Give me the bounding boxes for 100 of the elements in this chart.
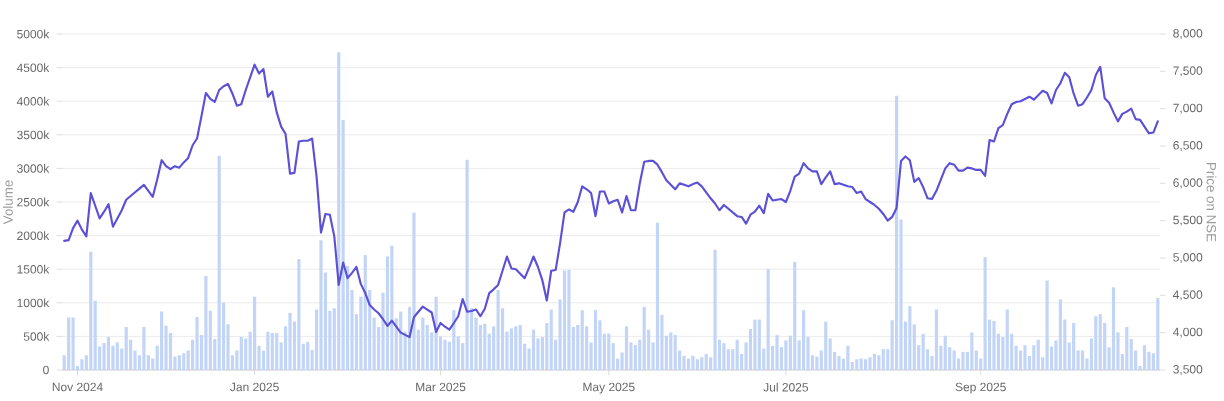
bar: [828, 338, 832, 370]
bar: [270, 333, 274, 370]
bar: [1129, 339, 1133, 370]
bar: [217, 155, 221, 370]
bar: [1036, 339, 1040, 370]
bar: [319, 240, 323, 370]
y2-tick-label: 6,500: [1173, 141, 1203, 151]
bar: [802, 310, 806, 370]
bar: [766, 269, 770, 370]
bar: [204, 275, 208, 370]
bar: [80, 359, 84, 370]
bar: [731, 349, 735, 370]
bar: [713, 249, 717, 370]
bar: [793, 261, 797, 370]
bar: [700, 357, 704, 370]
y-tick-label: 2000k: [17, 231, 50, 241]
bar: [288, 312, 292, 370]
bar: [567, 269, 571, 370]
bar: [943, 335, 947, 370]
bar: [1001, 337, 1005, 370]
bar: [970, 332, 974, 370]
bar: [886, 349, 890, 370]
bar: [992, 320, 996, 370]
y2-tick-label: 6,000: [1173, 178, 1203, 189]
bar: [253, 296, 257, 370]
bar: [195, 316, 199, 370]
bar: [704, 353, 708, 370]
bar: [824, 321, 828, 370]
bar: [642, 306, 646, 370]
bar: [390, 245, 394, 370]
bar: [695, 359, 699, 370]
bar: [1045, 280, 1049, 370]
bar: [1076, 350, 1080, 370]
bar: [1080, 350, 1085, 370]
bar: [363, 255, 367, 370]
bar: [872, 353, 877, 370]
bar: [89, 251, 93, 370]
bar: [1098, 314, 1102, 370]
bar: [425, 324, 429, 370]
y-tick-label: 3000k: [17, 163, 50, 173]
bar: [151, 358, 155, 370]
bar: [855, 359, 859, 370]
y-tick-label: 500k: [23, 331, 50, 341]
x-tick-label: Nov 2024: [52, 382, 103, 392]
x-tick-label: Jul 2025: [763, 382, 809, 392]
y2-tick-label: 5,500: [1173, 215, 1203, 226]
bar: [518, 324, 522, 370]
bar: [607, 333, 611, 370]
bar: [934, 309, 939, 370]
bar: [576, 324, 580, 370]
y2-tick-label: 3,500: [1173, 365, 1203, 375]
bar: [850, 361, 854, 370]
y-tick-label: 4500k: [16, 63, 50, 73]
bar: [208, 310, 212, 370]
y-tick-label: 5000k: [17, 29, 50, 39]
bar: [496, 290, 500, 370]
bar: [492, 326, 496, 370]
bar: [1156, 298, 1160, 370]
bar: [624, 326, 629, 370]
bar: [71, 317, 75, 370]
bar: [815, 356, 819, 370]
bar: [160, 311, 164, 370]
bar: [735, 339, 739, 370]
bar: [611, 343, 615, 370]
bar: [1094, 316, 1098, 370]
bar: [961, 351, 965, 370]
bar: [514, 326, 518, 370]
y2-axis-title: Price on NSE: [1206, 163, 1217, 242]
bar: [580, 310, 584, 370]
bar: [182, 353, 186, 370]
bar: [691, 355, 695, 370]
bar: [1142, 345, 1147, 370]
bar: [421, 317, 425, 370]
bar: [846, 345, 850, 370]
bar: [177, 355, 181, 370]
bar: [545, 322, 549, 370]
bar: [239, 337, 243, 370]
bar: [753, 319, 757, 370]
bar: [1023, 345, 1027, 370]
y2-tick-label: 4,500: [1172, 290, 1203, 301]
bar: [275, 333, 279, 370]
y-tick-label: 0: [43, 365, 49, 375]
y2-tick-label: 5,000: [1173, 253, 1203, 263]
bar: [93, 300, 97, 370]
bar: [235, 350, 239, 370]
bar: [983, 257, 987, 370]
bar: [531, 329, 536, 370]
bar: [673, 335, 677, 370]
bar: [483, 323, 487, 370]
bar: [456, 336, 460, 370]
y2-tick-label: 7,000: [1173, 103, 1203, 114]
bar: [863, 359, 868, 370]
bar: [67, 317, 71, 370]
bar: [115, 342, 119, 370]
bar: [655, 222, 660, 370]
bar: [372, 317, 376, 370]
bar: [1125, 326, 1129, 370]
bar: [952, 350, 956, 370]
bar: [443, 339, 447, 370]
bar: [412, 212, 416, 370]
